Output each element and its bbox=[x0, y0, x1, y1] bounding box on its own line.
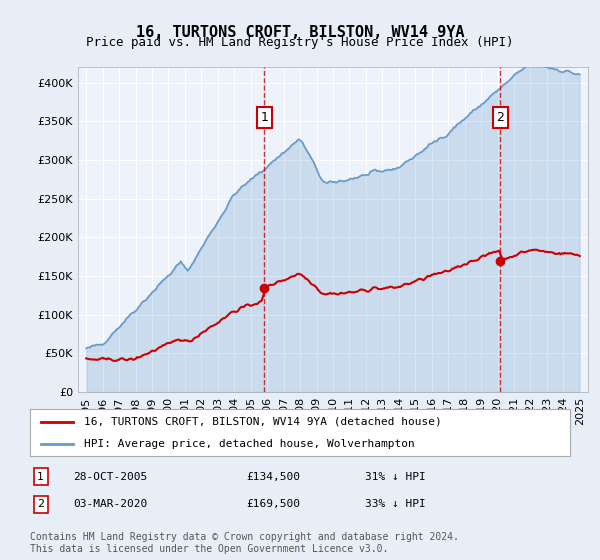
Text: 1: 1 bbox=[260, 111, 268, 124]
Text: £169,500: £169,500 bbox=[246, 500, 300, 510]
Text: 03-MAR-2020: 03-MAR-2020 bbox=[73, 500, 148, 510]
Text: 1: 1 bbox=[37, 472, 44, 482]
Text: 33% ↓ HPI: 33% ↓ HPI bbox=[365, 500, 425, 510]
Text: Price paid vs. HM Land Registry's House Price Index (HPI): Price paid vs. HM Land Registry's House … bbox=[86, 36, 514, 49]
Text: Contains HM Land Registry data © Crown copyright and database right 2024.
This d: Contains HM Land Registry data © Crown c… bbox=[30, 532, 459, 554]
Text: 31% ↓ HPI: 31% ↓ HPI bbox=[365, 472, 425, 482]
Text: £134,500: £134,500 bbox=[246, 472, 300, 482]
Text: 16, TURTONS CROFT, BILSTON, WV14 9YA (detached house): 16, TURTONS CROFT, BILSTON, WV14 9YA (de… bbox=[84, 417, 442, 427]
Text: HPI: Average price, detached house, Wolverhampton: HPI: Average price, detached house, Wolv… bbox=[84, 438, 415, 449]
Text: 2: 2 bbox=[37, 500, 44, 510]
Text: 28-OCT-2005: 28-OCT-2005 bbox=[73, 472, 148, 482]
Text: 2: 2 bbox=[496, 111, 504, 124]
Text: 16, TURTONS CROFT, BILSTON, WV14 9YA: 16, TURTONS CROFT, BILSTON, WV14 9YA bbox=[136, 25, 464, 40]
